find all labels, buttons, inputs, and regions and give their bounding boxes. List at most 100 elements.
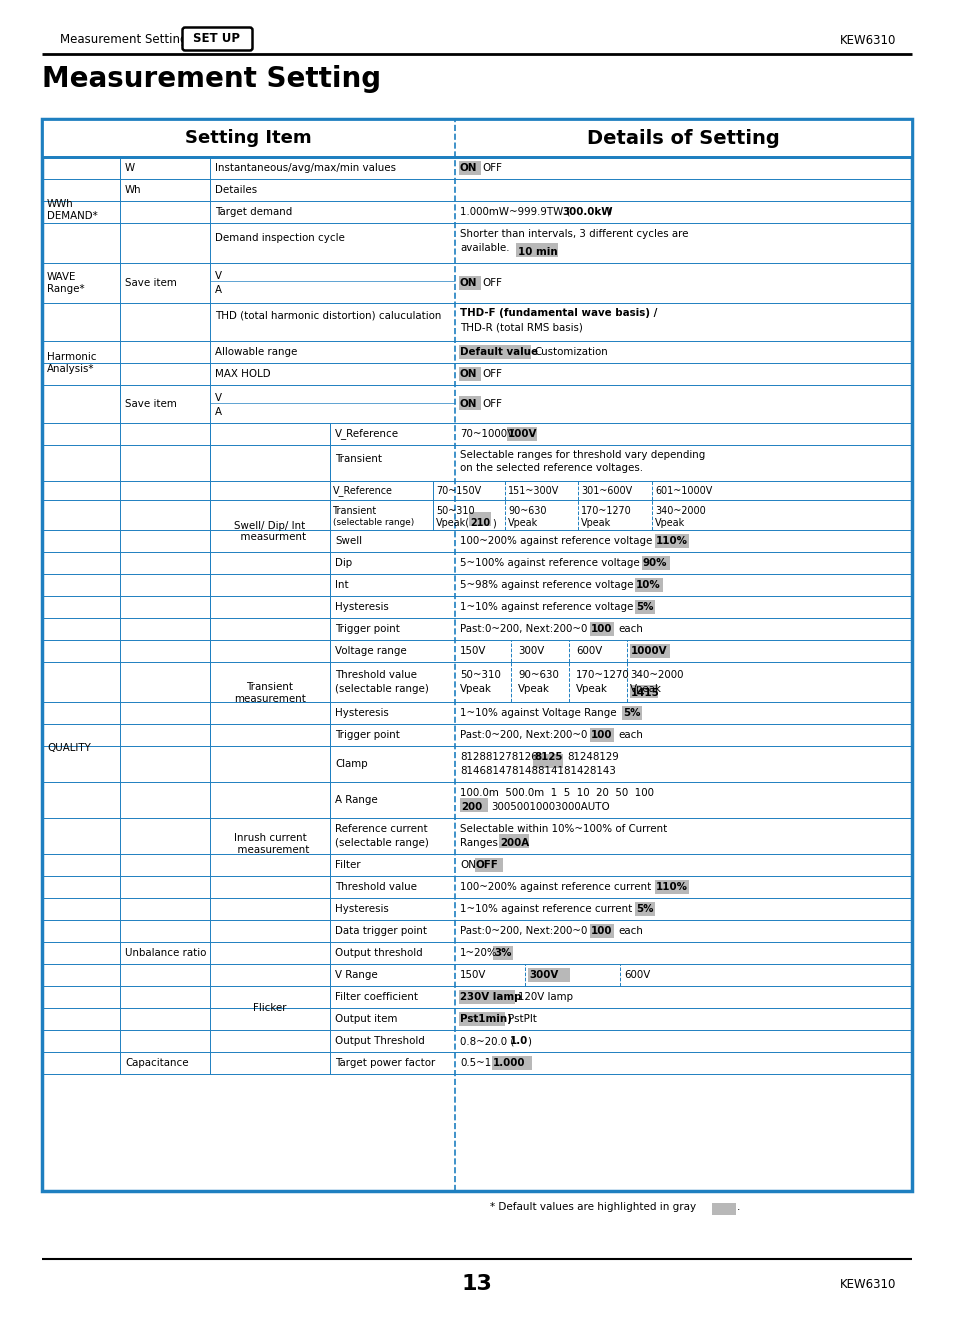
Text: 5~98% against reference voltage: 5~98% against reference voltage: [459, 580, 633, 590]
Text: OFF: OFF: [481, 279, 501, 288]
Text: Hysteresis: Hysteresis: [335, 603, 388, 612]
Text: Selectable within 10%~100% of Current: Selectable within 10%~100% of Current: [459, 823, 666, 834]
Text: Data trigger point: Data trigger point: [335, 927, 427, 936]
Text: Wh: Wh: [125, 185, 141, 195]
Text: W: W: [125, 163, 135, 173]
Text: 300.0kW: 300.0kW: [561, 208, 612, 217]
Text: 100: 100: [590, 624, 612, 633]
Text: Output threshold: Output threshold: [335, 948, 422, 957]
Text: Vpeak: Vpeak: [576, 684, 607, 694]
Bar: [589, 728, 614, 742]
Text: 30050010003000AUTO: 30050010003000AUTO: [491, 802, 609, 811]
Text: 200: 200: [460, 802, 482, 811]
Text: 1~10% against Voltage Range: 1~10% against Voltage Range: [459, 708, 616, 718]
Bar: [621, 706, 641, 720]
Text: Dip: Dip: [335, 558, 352, 568]
Text: Instantaneous/avg/max/min values: Instantaneous/avg/max/min values: [214, 163, 395, 173]
Text: Transient
measurement: Transient measurement: [233, 682, 306, 704]
Text: OFF: OFF: [481, 399, 501, 408]
Text: ON: ON: [459, 163, 476, 173]
Text: Vpeak: Vpeak: [459, 684, 492, 694]
Text: 0.5~1: 0.5~1: [459, 1058, 491, 1069]
Text: Vpeak: Vpeak: [507, 518, 537, 528]
FancyBboxPatch shape: [182, 28, 253, 51]
Text: Filter: Filter: [335, 860, 360, 870]
Text: on the selected reference voltages.: on the selected reference voltages.: [459, 463, 642, 473]
Text: Output Threshold: Output Threshold: [335, 1036, 424, 1046]
Bar: [458, 161, 480, 175]
Text: Threshold value: Threshold value: [335, 670, 416, 680]
Text: 230V lamp: 230V lamp: [459, 992, 521, 1002]
Text: V: V: [214, 270, 222, 281]
Bar: [533, 754, 562, 769]
Bar: [469, 511, 491, 526]
Text: 1415: 1415: [630, 688, 659, 698]
Bar: [641, 556, 669, 570]
Text: 110%: 110%: [656, 882, 687, 892]
Text: 1.000mW~999.9TW (: 1.000mW~999.9TW (: [459, 208, 570, 217]
Text: 600V: 600V: [623, 969, 650, 980]
Text: Pst1min): Pst1min): [459, 1014, 512, 1024]
Text: A Range: A Range: [335, 795, 377, 805]
Text: THD (total harmonic distortion) caluculation: THD (total harmonic distortion) calucula…: [214, 311, 441, 321]
Text: (selectable range): (selectable range): [333, 518, 414, 528]
Text: 814681478148814181428143: 814681478148814181428143: [459, 766, 616, 777]
Text: Target demand: Target demand: [214, 208, 292, 217]
Text: 5%: 5%: [636, 904, 653, 915]
Text: 100~200% against reference voltage: 100~200% against reference voltage: [459, 536, 652, 546]
Text: 50~310: 50~310: [459, 670, 500, 680]
Text: Save item: Save item: [125, 279, 176, 288]
Text: Int: Int: [335, 580, 348, 590]
Text: Swell: Swell: [335, 536, 361, 546]
Bar: [459, 798, 488, 811]
Bar: [635, 600, 655, 615]
Text: 5%: 5%: [636, 603, 653, 612]
Text: A: A: [214, 285, 222, 295]
Text: Measurement Setting: Measurement Setting: [42, 66, 381, 92]
Text: Capacitance: Capacitance: [125, 1058, 189, 1069]
Text: each: each: [618, 730, 642, 740]
Text: 100: 100: [590, 927, 612, 936]
Text: ON: ON: [459, 860, 476, 870]
Bar: [629, 644, 669, 657]
Text: Inrush current
  measurement: Inrush current measurement: [231, 833, 309, 854]
Text: 70~1000V: 70~1000V: [459, 428, 514, 439]
Bar: [635, 578, 662, 592]
Text: 1~10% against reference current: 1~10% against reference current: [459, 904, 632, 915]
Text: 150V: 150V: [459, 645, 486, 656]
Text: 70~150V: 70~150V: [436, 486, 480, 495]
Text: 10%: 10%: [636, 580, 660, 590]
Text: 340~2000: 340~2000: [629, 670, 682, 680]
Text: 151~300V: 151~300V: [507, 486, 558, 495]
Text: 200A: 200A: [499, 838, 529, 848]
Text: Transient: Transient: [335, 454, 381, 465]
Text: ): ): [492, 518, 496, 528]
Text: 301~600V: 301~600V: [580, 486, 632, 495]
Text: ON: ON: [459, 370, 476, 379]
Text: QUALITY: QUALITY: [47, 743, 91, 754]
Text: Past:0~200, Next:200~0: Past:0~200, Next:200~0: [459, 927, 587, 936]
Text: 340~2000: 340~2000: [655, 506, 705, 516]
Bar: [629, 686, 658, 698]
Bar: [589, 623, 614, 636]
Text: WAVE
Range*: WAVE Range*: [47, 272, 85, 293]
Text: 170~1270: 170~1270: [580, 506, 631, 516]
Text: Vpeak: Vpeak: [580, 518, 611, 528]
Text: 600V: 600V: [576, 645, 601, 656]
Text: Hysteresis: Hysteresis: [335, 904, 388, 915]
Text: OFF: OFF: [476, 860, 498, 870]
Text: 110%: 110%: [656, 536, 687, 546]
Bar: [516, 242, 558, 257]
Text: 300V: 300V: [529, 969, 558, 980]
Text: (selectable range): (selectable range): [335, 684, 429, 694]
Bar: [458, 345, 531, 359]
Text: 13: 13: [461, 1273, 492, 1293]
Bar: [493, 945, 513, 960]
Text: Setting Item: Setting Item: [185, 129, 312, 147]
Bar: [655, 534, 688, 548]
Bar: [42, 119, 911, 157]
Text: 100: 100: [590, 730, 612, 740]
Text: Threshold value: Threshold value: [335, 882, 416, 892]
Text: Filter coefficient: Filter coefficient: [335, 992, 417, 1002]
Text: * Default values are highlighted in gray: * Default values are highlighted in gray: [490, 1202, 696, 1212]
